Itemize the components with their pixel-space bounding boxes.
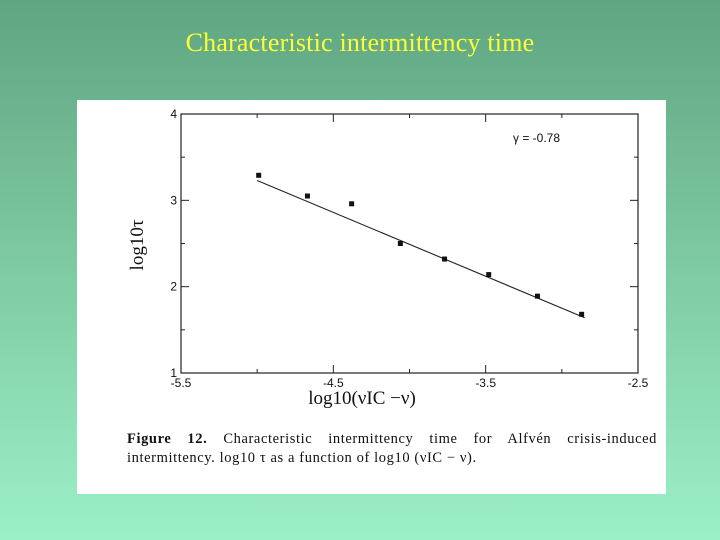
data-point: [486, 272, 492, 278]
plot-frame: [180, 113, 639, 374]
figure-panel: -5.5 -4.5 -3.5 -2.5 4 3 2 1 γ = -0.78 log10(νIC…: [77, 100, 666, 494]
data-point: [304, 193, 310, 199]
y-tick-label: 4: [170, 107, 177, 121]
x-axis-label: log10(νIC −ν): [308, 388, 416, 409]
figure-caption: Figure 12. Characteristic intermittency …: [127, 430, 657, 468]
slide-title: Characteristic intermittency time: [185, 28, 535, 57]
x-tick-label: -3.5: [475, 376, 496, 390]
caption-label: Figure 12.: [127, 431, 208, 447]
gamma-annotation: γ = -0.78: [513, 131, 560, 145]
data-point: [256, 172, 262, 178]
caption-text: Characteristic intermittency time for Al…: [127, 431, 657, 466]
y-tick-label: 2: [170, 280, 177, 294]
y-tick-label: 1: [170, 366, 177, 380]
x-tick-label: -2.5: [628, 376, 649, 390]
x-tick-label: -4.5: [323, 376, 344, 390]
data-point: [397, 241, 403, 246]
scatter-plot: -5.5 -4.5 -3.5 -2.5 4 3 2 1 γ = -0.78 log10(νIC…: [127, 107, 649, 409]
data-point: [349, 201, 355, 207]
data-point: [579, 311, 585, 317]
data-point: [442, 256, 448, 262]
y-tick-label: 3: [170, 193, 177, 207]
data-point: [534, 293, 540, 299]
x-tick-label: -5.5: [171, 376, 192, 390]
fit-line: [256, 179, 585, 319]
y-axis-label: log10τ: [127, 219, 148, 270]
